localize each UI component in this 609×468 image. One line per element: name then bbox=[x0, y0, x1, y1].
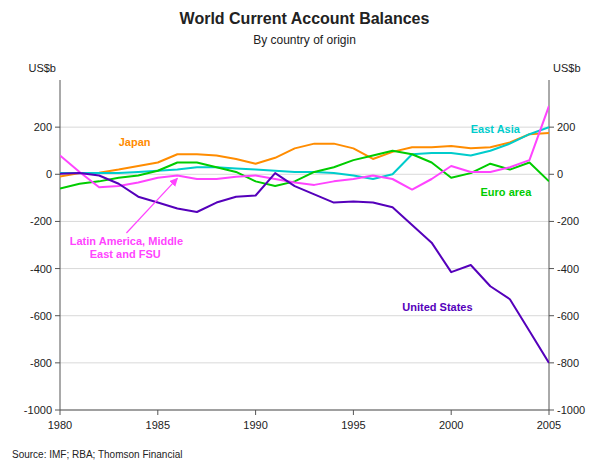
y2-tick-label: -200 bbox=[557, 215, 579, 227]
y-tick bbox=[55, 174, 60, 175]
x-tick-label: 1990 bbox=[243, 419, 267, 431]
y-tick-label: 200 bbox=[34, 121, 52, 133]
y2-tick bbox=[549, 174, 554, 175]
y-tick bbox=[55, 315, 60, 316]
subtitle: By country of origin bbox=[253, 33, 356, 47]
y-tick bbox=[55, 362, 60, 363]
x-tick bbox=[451, 410, 452, 415]
x-axis-line bbox=[60, 410, 549, 411]
title: World Current Account Balances bbox=[180, 10, 430, 27]
grid-line bbox=[60, 221, 549, 222]
y2-tick-label: -800 bbox=[557, 357, 579, 369]
y2-tick-label: 0 bbox=[557, 168, 563, 180]
grid-line bbox=[60, 315, 549, 316]
y2-tick-label: 200 bbox=[557, 121, 575, 133]
y-tick bbox=[55, 268, 60, 269]
series-label: East Asia bbox=[471, 123, 521, 135]
y-tick-label: -200 bbox=[30, 215, 52, 227]
grid-line bbox=[60, 174, 549, 175]
x-tick bbox=[60, 410, 61, 415]
y2-tick-label: -1000 bbox=[557, 404, 585, 416]
y-tick bbox=[55, 221, 60, 222]
series-label: United States bbox=[402, 301, 472, 313]
series-label: Euro area bbox=[481, 186, 533, 198]
y2-tick bbox=[549, 221, 554, 222]
y-tick bbox=[55, 410, 60, 411]
x-tick-label: 1985 bbox=[146, 419, 170, 431]
chart: World Current Account Balances By country… bbox=[0, 0, 609, 468]
y-axis-line bbox=[60, 80, 61, 410]
annotation-arrow bbox=[126, 178, 177, 233]
y2-tick bbox=[549, 362, 554, 363]
y2-tick-label: -600 bbox=[557, 310, 579, 322]
x-tick bbox=[353, 410, 354, 415]
x-tick-label: 1980 bbox=[48, 419, 72, 431]
x-tick-label: 1995 bbox=[341, 419, 365, 431]
y2-tick bbox=[549, 268, 554, 269]
series-label: Latin America, MiddleEast and FSU bbox=[70, 235, 183, 260]
grid-line bbox=[60, 362, 549, 363]
source: Source: IMF; RBA; Thomson Financial bbox=[12, 449, 182, 460]
y-tick-label: -1000 bbox=[24, 404, 52, 416]
grid-line bbox=[60, 410, 549, 411]
y2-tick bbox=[549, 410, 554, 411]
x-tick-label: 2005 bbox=[537, 419, 561, 431]
series-line bbox=[60, 106, 549, 190]
y-tick-label: -600 bbox=[30, 310, 52, 322]
series-label: Japan bbox=[119, 136, 151, 148]
y-tick-label: 0 bbox=[46, 168, 52, 180]
series-line bbox=[60, 173, 549, 363]
x-tick-label: 2000 bbox=[439, 419, 463, 431]
lines bbox=[60, 106, 549, 363]
y2-tick bbox=[549, 127, 554, 128]
x-tick bbox=[549, 410, 550, 415]
y2-tick-label: -400 bbox=[557, 263, 579, 275]
y-tick bbox=[55, 127, 60, 128]
y-axis-label: US$b bbox=[28, 62, 56, 74]
y2-axis-label: US$b bbox=[553, 62, 581, 74]
y-tick-label: -800 bbox=[30, 357, 52, 369]
y-tick-label: -400 bbox=[30, 263, 52, 275]
x-tick bbox=[255, 410, 256, 415]
x-tick bbox=[157, 410, 158, 415]
y2-tick bbox=[549, 315, 554, 316]
grid bbox=[60, 127, 549, 410]
